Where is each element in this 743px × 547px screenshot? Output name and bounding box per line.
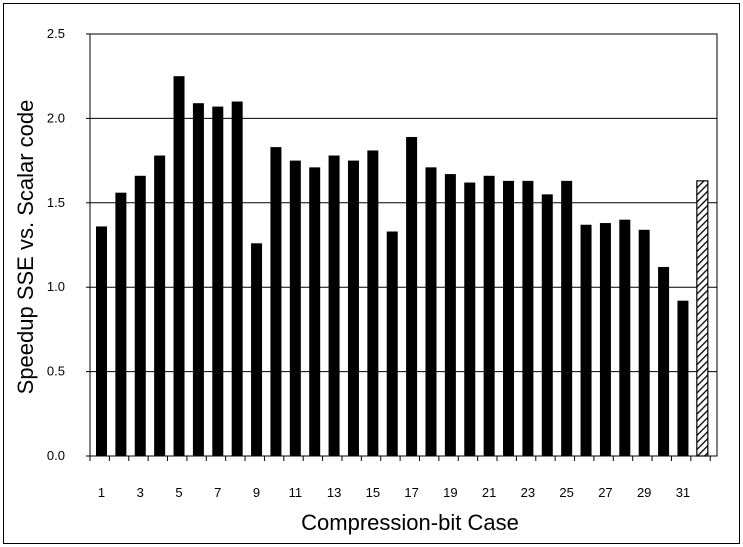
y-tick-label: 2.0 xyxy=(47,110,65,125)
bar xyxy=(347,160,359,456)
bar xyxy=(677,300,689,456)
axes xyxy=(89,33,718,461)
x-tick-label: 31 xyxy=(676,485,690,500)
x-tick-label: 19 xyxy=(443,485,457,500)
bar xyxy=(464,182,476,456)
bar xyxy=(386,231,398,456)
x-tick-label: 25 xyxy=(559,485,573,500)
x-tick-label: 21 xyxy=(482,485,496,500)
plot-area-border xyxy=(89,33,718,457)
bar-hatched xyxy=(696,180,709,457)
y-axis-title: Speedup SSE vs. Scalar code xyxy=(13,100,38,395)
x-axis-title: Compression-bit Case xyxy=(301,510,519,535)
x-tick-label: 29 xyxy=(637,485,651,500)
x-tick-label: 5 xyxy=(175,485,182,500)
tick-labels: 0.00.51.01.52.02.51 3 5 7 9 11 13 15 17 19 21 23 25 2… xyxy=(47,26,690,500)
bar xyxy=(173,76,185,456)
y-tick-label: 1.0 xyxy=(47,279,65,294)
y-tick-label: 0.0 xyxy=(47,448,65,463)
bar xyxy=(580,224,592,456)
bar xyxy=(231,101,243,457)
x-tick-label: 7 xyxy=(214,485,221,500)
bar xyxy=(115,192,127,456)
y-tick-label: 1.5 xyxy=(47,195,65,210)
bar xyxy=(503,180,515,456)
bar xyxy=(658,266,670,456)
bar xyxy=(619,219,631,456)
bar xyxy=(212,106,224,457)
bars xyxy=(96,76,709,457)
bar xyxy=(270,147,282,456)
x-tick-label: 23 xyxy=(521,485,535,500)
y-tick-label: 0.5 xyxy=(47,364,65,379)
x-tick-label: 13 xyxy=(327,485,341,500)
bar xyxy=(483,175,495,457)
x-tick-label: 3 xyxy=(137,485,144,500)
bar xyxy=(561,180,573,456)
bar xyxy=(154,155,166,456)
bar xyxy=(134,175,146,457)
x-tick-label: 27 xyxy=(598,485,612,500)
x-tick-label: 11 xyxy=(289,485,303,500)
bar xyxy=(522,180,534,456)
x-tick-label: 1 xyxy=(98,485,105,500)
bar xyxy=(599,223,611,456)
bar xyxy=(425,167,437,457)
x-tick-label: 17 xyxy=(404,485,418,500)
bar xyxy=(406,136,418,456)
bar xyxy=(192,103,204,456)
bar xyxy=(309,167,321,457)
bar xyxy=(96,226,107,456)
bar xyxy=(251,243,263,456)
bar xyxy=(367,150,379,457)
bar xyxy=(328,155,340,456)
x-tick-label: 15 xyxy=(366,485,380,500)
bar xyxy=(541,194,553,457)
y-tick-label: 2.5 xyxy=(47,26,65,41)
bar xyxy=(444,174,456,456)
x-tick-label: 9 xyxy=(253,485,260,500)
bar xyxy=(289,160,301,456)
bar xyxy=(638,229,650,456)
